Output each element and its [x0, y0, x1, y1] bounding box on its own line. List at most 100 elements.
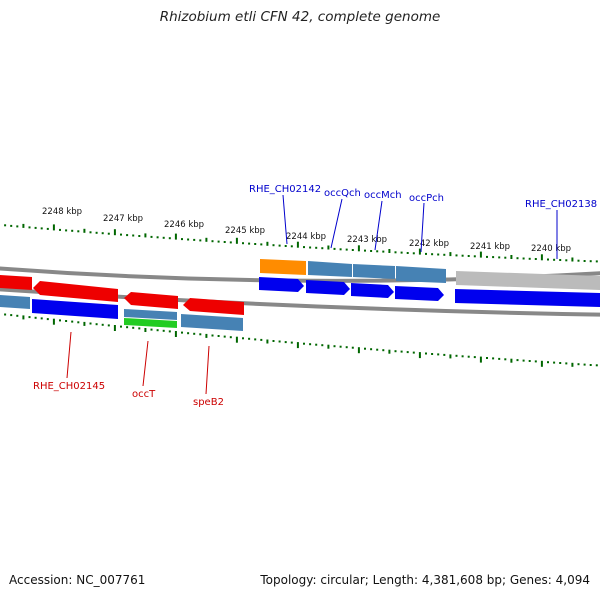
gene-feature[interactable] [260, 259, 306, 275]
ruler-tick [16, 314, 19, 317]
ruler-tick [10, 224, 13, 227]
gene-label[interactable]: occT [132, 389, 156, 400]
backbone-fill [0, 274, 600, 309]
ruler-tick [431, 253, 434, 256]
ruler-tick [498, 256, 501, 259]
ruler-tick [260, 243, 263, 246]
ruler-tick [120, 233, 122, 236]
label-leaders [66, 194, 558, 395]
ruler-tick [565, 259, 568, 262]
gene-feature[interactable] [308, 261, 352, 277]
ruler-tick [126, 234, 129, 237]
ruler-tick [174, 331, 177, 337]
ruler-tick [211, 334, 214, 337]
ruler-tick [376, 348, 379, 351]
ruler-tick [510, 358, 513, 363]
genome-summary-text: Topology: circular; Length: 4,381,608 bp… [260, 573, 590, 587]
ruler-tick [22, 223, 25, 228]
accession-text: Accession: NC_007761 [9, 573, 146, 587]
ruler-tick [10, 314, 13, 317]
gene-feature[interactable] [0, 275, 32, 290]
gene-feature[interactable] [0, 295, 30, 309]
gene-feature[interactable] [33, 281, 118, 302]
ruler-tick [309, 343, 312, 346]
ruler-tick [357, 347, 360, 354]
ruler-tick [412, 252, 415, 255]
ruler-tick [449, 252, 452, 257]
ruler-tick [132, 234, 135, 237]
gene-feature[interactable] [353, 264, 395, 279]
gene-feature[interactable] [259, 277, 304, 292]
gene-label[interactable]: RHE_CH02138 [525, 199, 597, 210]
gene-feature[interactable] [395, 286, 444, 301]
gene-labels: RHE_CH02142 occQch occMch occPch RHE_CH0… [33, 184, 597, 408]
ruler-tick [382, 349, 385, 352]
ruler-tick [113, 229, 116, 236]
ruler-tick [467, 355, 470, 358]
gene-label[interactable]: RHE_CH02145 [33, 381, 105, 392]
ruler-tick [583, 260, 586, 262]
gene-feature[interactable] [32, 299, 118, 319]
ruler-tick [339, 345, 342, 348]
ruler-tick [547, 361, 549, 364]
ruler-tick [284, 245, 287, 247]
ruler-tick [205, 237, 208, 242]
gene-feature[interactable] [455, 289, 600, 307]
ruler-tick [248, 337, 251, 340]
gene-label[interactable]: speB2 [193, 397, 224, 408]
ruler-tick [455, 354, 458, 357]
scale-label: 2242 kbp [409, 239, 449, 249]
ruler-tick [364, 249, 366, 252]
ruler-tick [364, 347, 366, 350]
gene-feature[interactable] [306, 280, 350, 295]
gene-feature[interactable] [181, 314, 243, 331]
ruler-tick [351, 346, 354, 349]
ruler-tick [95, 323, 98, 326]
gene-label[interactable]: RHE_CH02142 [249, 184, 321, 195]
inner-ruler [4, 313, 598, 367]
ruler-tick [486, 357, 488, 359]
ruler-tick [492, 357, 495, 360]
ruler-tick [522, 359, 525, 362]
ruler-tick [510, 255, 513, 259]
ruler-tick [327, 245, 330, 250]
gene-feature[interactable] [456, 271, 600, 290]
ruler-tick [40, 317, 43, 320]
ruler-tick [77, 321, 80, 324]
gene-label[interactable]: occPch [409, 193, 444, 204]
ruler-tick [156, 236, 159, 239]
ruler-tick [382, 250, 385, 253]
gene-feature[interactable] [124, 292, 178, 309]
ruler-tick [345, 248, 348, 251]
gene-feature[interactable] [351, 283, 394, 298]
ruler-tick [321, 247, 324, 250]
ruler-tick [235, 237, 238, 244]
ruler-tick [156, 329, 159, 332]
ruler-tick [425, 352, 427, 355]
ruler-tick [77, 230, 80, 233]
ruler-tick [559, 362, 562, 364]
ruler-tick [559, 259, 562, 261]
ruler-tick [223, 335, 226, 338]
gene-feature[interactable] [396, 266, 446, 283]
gene-feature[interactable] [124, 318, 177, 328]
ruler-tick [40, 227, 43, 230]
ruler-tick [181, 331, 183, 334]
ruler-tick [565, 362, 568, 365]
ruler-tick [437, 253, 440, 256]
gene-label[interactable]: occQch [324, 188, 361, 199]
ruler-tick [272, 244, 275, 247]
ruler-tick [388, 349, 391, 354]
ruler-tick [144, 328, 147, 332]
gene-label[interactable]: occMch [364, 190, 402, 201]
ruler-tick [107, 324, 110, 327]
ruler-tick [540, 254, 543, 261]
ruler-tick [425, 252, 427, 255]
ruler-tick [418, 248, 421, 255]
gene-feature[interactable] [183, 298, 244, 315]
ruler-tick [449, 354, 452, 359]
gene-feature[interactable] [124, 309, 177, 320]
ruler-tick [370, 250, 373, 252]
ruler-tick [144, 233, 147, 238]
